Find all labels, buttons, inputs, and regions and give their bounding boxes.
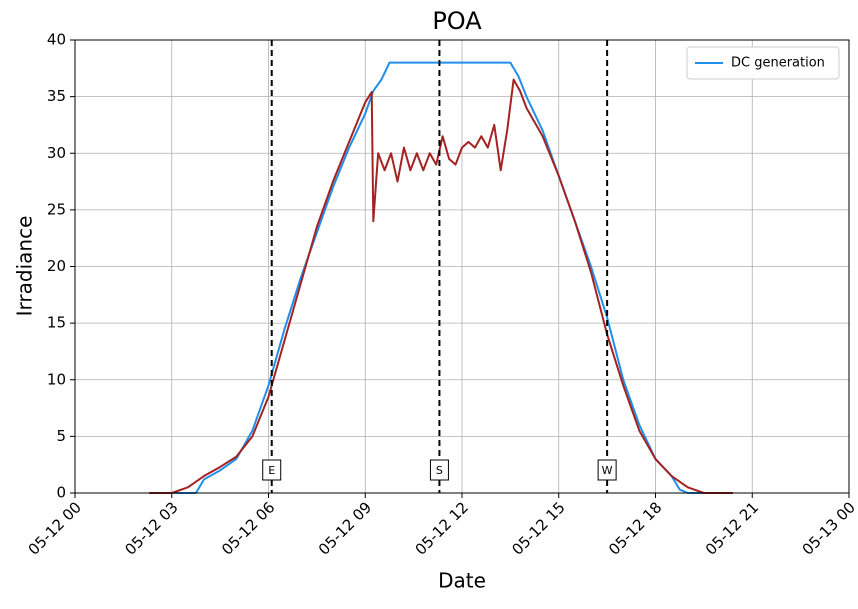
y-tick-label: 20 [47,257,66,275]
marker-label: W [602,464,613,477]
data-line [171,61,704,494]
y-tick-label: 10 [47,370,66,388]
legend-label: DC generation [731,56,825,71]
y-tick-label: 30 [47,144,66,162]
x-tick-label: 05-12 12 [412,498,472,558]
y-tick-label: 15 [47,314,66,332]
x-tick-label: 05-13 00 [799,498,858,558]
y-tick-label: 35 [47,87,66,105]
x-tick-label: 05-12 03 [121,498,181,558]
marker-label: S [436,464,443,477]
chart-title: POA [432,7,482,35]
x-tick-label: 05-12 15 [508,498,568,558]
legend-box [686,46,840,80]
marker-label: E [268,464,275,477]
y-axis-label: Irradiance [13,216,37,317]
marker-box [262,459,282,481]
y-tick-label: 0 [56,484,66,502]
y-tick-label: 40 [47,31,66,49]
data-line [149,78,733,494]
x-axis-label: Date [438,569,486,593]
x-tick-label: 05-12 09 [315,498,375,558]
x-tick-label: 05-12 06 [218,498,278,558]
y-tick-label: 25 [47,200,66,218]
marker-box [429,459,449,481]
x-tick-label: 05-12 18 [605,498,665,558]
x-tick-label: 05-12 21 [702,498,762,558]
x-tick-label: 05-12 00 [25,498,85,558]
plot-frame [74,39,850,494]
marker-box [597,459,617,481]
y-tick-label: 5 [56,427,66,445]
